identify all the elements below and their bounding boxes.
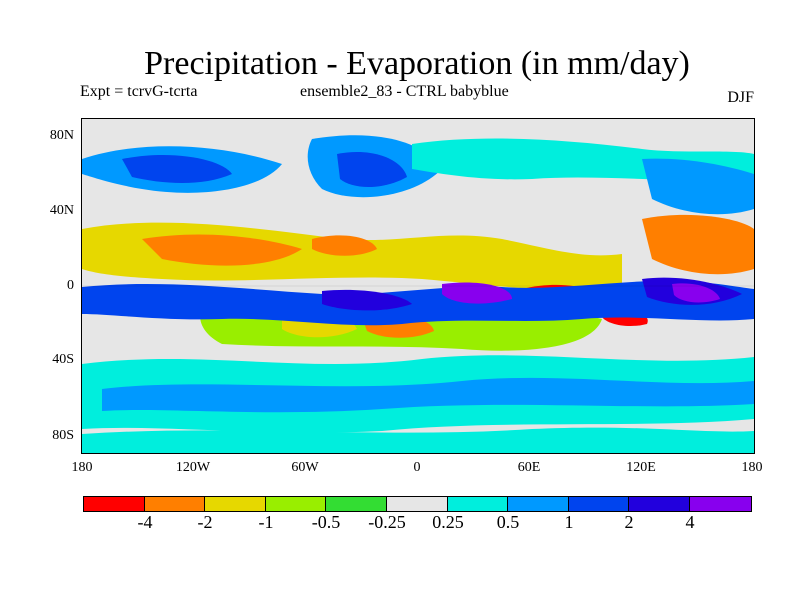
colorbar-label: -0.25: [368, 512, 406, 532]
west-pacific-track: [642, 158, 754, 215]
colorbar-swatch: [84, 497, 145, 511]
colorbar-swatch: [689, 497, 751, 511]
lon-label-180e: 180: [741, 460, 763, 475]
season-label: DJF: [727, 89, 754, 106]
contour-map: [81, 118, 755, 454]
colorbar-label: -2: [197, 512, 213, 532]
north-atlantic-core: [337, 151, 407, 187]
north-west-pacific-dry: [642, 214, 754, 275]
lat-label-0: 0: [67, 278, 74, 293]
antarctic-band: [82, 427, 754, 453]
lat-label-40s: 40S: [52, 352, 74, 367]
north-pacific-dry: [142, 234, 302, 266]
southern-storm-track: [102, 377, 754, 413]
ensemble-label: ensemble2_83 - CTRL babyblue: [300, 83, 509, 100]
colorbar-swatch: [568, 497, 630, 511]
colorbar-label: 0.25: [432, 512, 464, 532]
lon-label-60e: 60E: [517, 460, 541, 475]
colorbar-swatch: [386, 497, 448, 511]
north-pacific-core: [122, 154, 232, 183]
atlantic-itcz-core: [322, 289, 412, 311]
colorbar-swatch: [205, 497, 266, 511]
colorbar-label: 4: [685, 512, 695, 532]
lon-label-120e: 120E: [626, 460, 656, 475]
colorbar: [83, 496, 752, 512]
colorbar-swatch: [629, 497, 690, 511]
lat-label-80n: 80N: [49, 128, 74, 143]
lon-label-0: 0: [413, 460, 421, 475]
lon-label-120w: 120W: [175, 460, 211, 475]
colorbar-label: -1: [258, 512, 274, 532]
lon-label-60w: 60W: [291, 460, 319, 475]
experiment-label: Expt = tcrvG-tcrta: [80, 83, 198, 100]
north-atlantic-dry: [312, 235, 377, 256]
map-svg: [82, 119, 754, 453]
colorbar-label: 0.5: [496, 512, 520, 532]
itcz-band: [82, 280, 754, 326]
colorbar-label: -4: [137, 512, 153, 532]
colorbar-swatch: [508, 497, 569, 511]
africa-itcz-core: [442, 282, 512, 304]
colorbar-label: -0.5: [311, 512, 341, 532]
colorbar-label: 1: [564, 512, 574, 532]
map-title: Precipitation - Evaporation (in mm/day): [144, 45, 690, 82]
lat-label-40n: 40N: [49, 203, 74, 218]
colorbar-swatch: [144, 497, 206, 511]
colorbar-swatch: [447, 497, 509, 511]
colorbar-swatch: [326, 497, 387, 511]
colorbar-swatch: [265, 497, 327, 511]
lat-label-80s: 80S: [52, 428, 74, 443]
colorbar-label: 2: [624, 512, 634, 532]
lon-label-180w: 180: [71, 460, 93, 475]
warm-pool-core: [672, 283, 720, 303]
